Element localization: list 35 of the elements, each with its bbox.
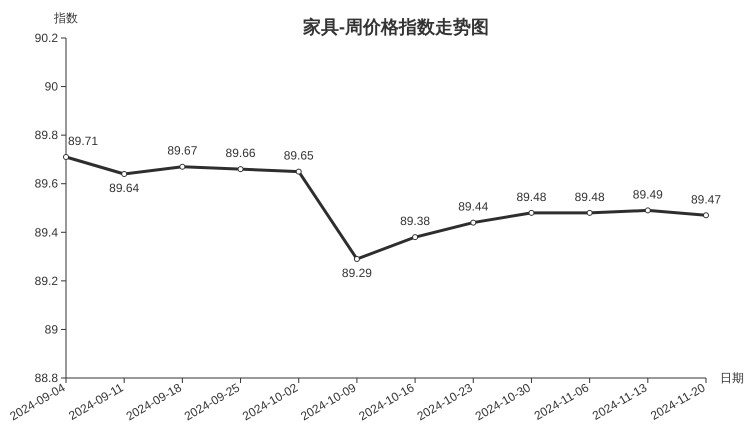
chart-title: 家具-周价格指数走势图 — [302, 17, 489, 37]
data-label: 89.49 — [632, 187, 664, 202]
data-label: 89.67 — [167, 144, 198, 158]
data-label: 89.66 — [226, 146, 256, 160]
data-label: 89.44 — [458, 200, 489, 214]
y-tick-label: 89.4 — [34, 225, 58, 240]
data-label: 89.29 — [342, 266, 372, 280]
data-label: 89.47 — [690, 192, 722, 206]
point — [238, 166, 244, 172]
y-tick-label: 89 — [44, 322, 58, 336]
data-label: 89.65 — [284, 148, 314, 163]
point — [528, 210, 534, 216]
y-tick-label: 90.2 — [34, 31, 58, 45]
data-label: 89.71 — [68, 134, 98, 148]
data-label: 89.48 — [516, 190, 547, 204]
y-tick-label: 89.8 — [34, 128, 58, 142]
point — [470, 220, 476, 226]
point — [586, 210, 593, 216]
point — [121, 171, 128, 177]
point — [354, 256, 360, 262]
point — [63, 154, 69, 160]
point — [644, 207, 651, 214]
point — [296, 168, 302, 175]
x-axis-title: 日期 — [720, 371, 744, 385]
y-tick-label: 89.2 — [34, 274, 58, 288]
point — [412, 234, 418, 240]
data-label: 89.64 — [109, 181, 140, 195]
y-tick-label: 88.8 — [34, 371, 58, 385]
data-label: 89.48 — [574, 190, 605, 204]
point — [179, 164, 186, 170]
point — [703, 212, 709, 218]
data-label: 89.38 — [400, 214, 430, 228]
y-tick-label: 90 — [44, 80, 58, 94]
y-tick-label: 89.6 — [34, 176, 58, 191]
y-axis-title: 指数 — [53, 11, 78, 25]
